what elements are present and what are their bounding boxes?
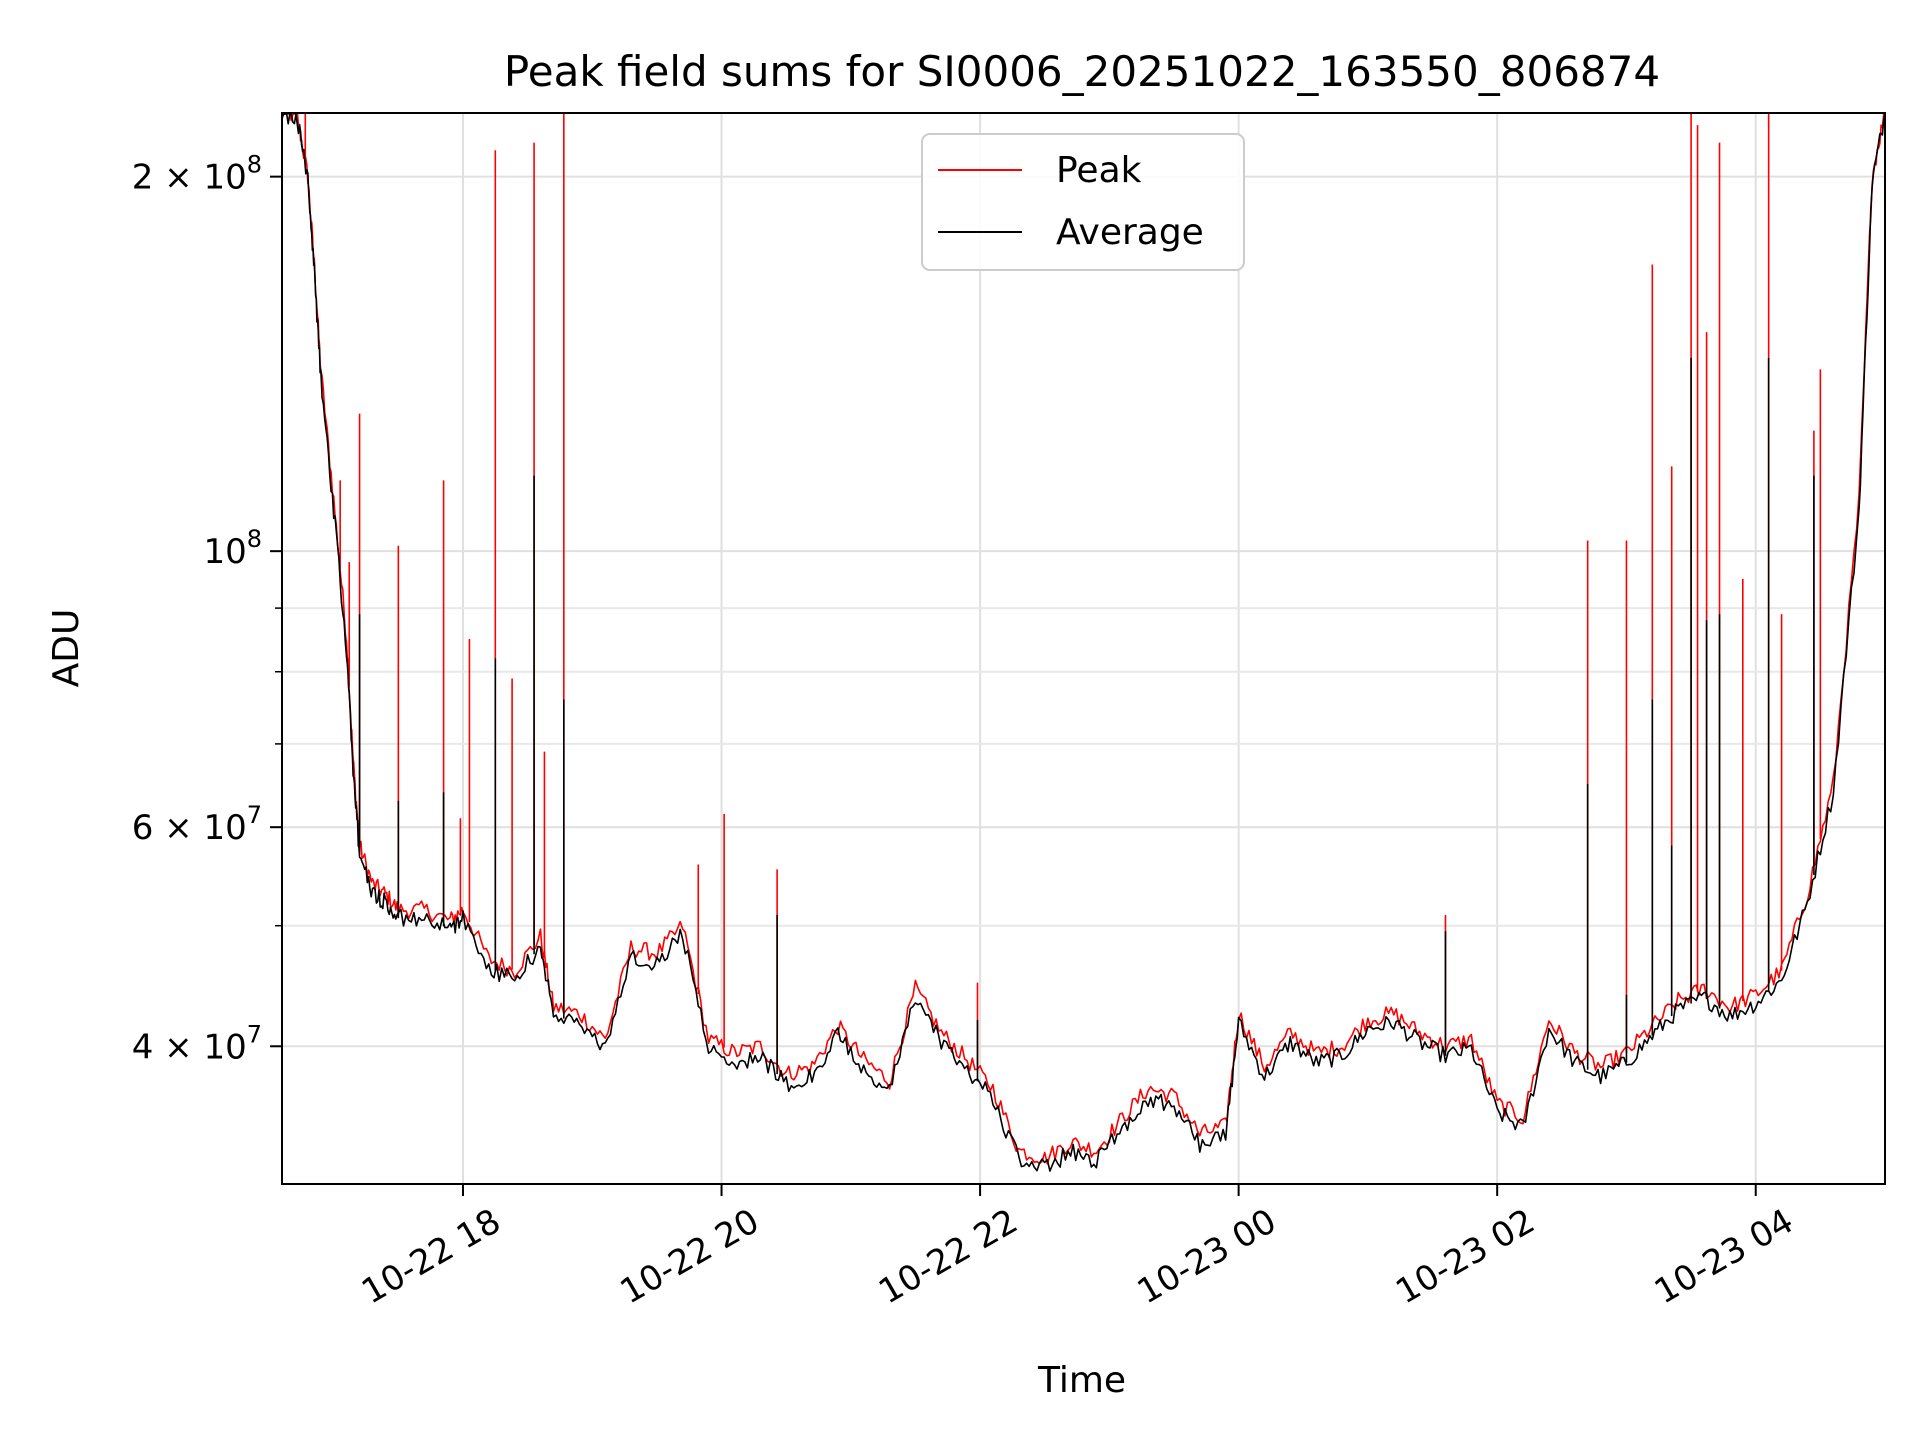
legend-box xyxy=(921,133,1245,271)
y-tick-times: × xyxy=(153,158,203,198)
legend-average-label: Average xyxy=(1056,212,1204,253)
y-tick-base: 10 xyxy=(203,808,246,848)
series-line-peak xyxy=(281,113,1885,1165)
y-tick-exponent: 7 xyxy=(247,801,262,829)
x-axis-label: Time xyxy=(1037,1360,1126,1401)
y-tick-base: 10 xyxy=(203,158,246,198)
y-tick-mantissa: 6 xyxy=(132,808,154,848)
y-tick-times: × xyxy=(153,1027,203,1067)
y-tick-exponent: 7 xyxy=(247,1020,262,1048)
y-tick-label: 4 × 107 xyxy=(132,1020,262,1067)
legend: Peak Average xyxy=(921,133,1245,271)
series-layer xyxy=(281,113,1886,1172)
y-axis-label: ADU xyxy=(46,609,87,688)
y-tick-exponent: 8 xyxy=(247,151,262,179)
y-tick-base: 10 xyxy=(203,1027,246,1067)
y-tick-exponent: 8 xyxy=(247,525,262,553)
y-tick-base: 10 xyxy=(203,532,246,572)
chart-title: Peak field sums for SI0006_20251022_1635… xyxy=(504,47,1660,96)
y-tick-label: 108 xyxy=(203,525,262,572)
y-tick-label: 6 × 107 xyxy=(132,801,262,848)
y-tick-times: × xyxy=(153,808,203,848)
y-tick-mantissa: 4 xyxy=(132,1027,154,1067)
plot-frame xyxy=(281,112,1886,1185)
legend-peak-label: Peak xyxy=(1056,150,1142,191)
series-average xyxy=(281,113,1886,1172)
series-line-average xyxy=(281,113,1886,1172)
y-tick-label: 2 × 108 xyxy=(132,151,262,198)
y-tick-mantissa: 2 xyxy=(132,158,154,198)
